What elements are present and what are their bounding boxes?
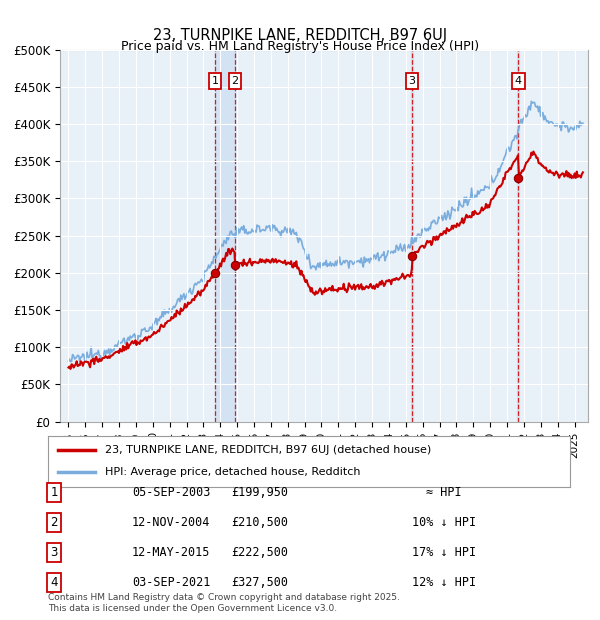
Text: 10% ↓ HPI: 10% ↓ HPI — [412, 516, 476, 529]
Bar — [215, 50, 235, 422]
Text: £222,500: £222,500 — [231, 546, 288, 559]
Text: Contains HM Land Registry data © Crown copyright and database right 2025.
This d: Contains HM Land Registry data © Crown c… — [48, 593, 400, 613]
Text: 4: 4 — [515, 76, 522, 86]
Text: 23, TURNPIKE LANE, REDDITCH, B97 6UJ (detached house): 23, TURNPIKE LANE, REDDITCH, B97 6UJ (de… — [106, 445, 431, 455]
Text: 3: 3 — [409, 76, 415, 86]
Bar — [517, 50, 519, 422]
Text: 03-SEP-2021: 03-SEP-2021 — [132, 576, 211, 588]
Text: 12% ↓ HPI: 12% ↓ HPI — [412, 576, 476, 588]
Text: 12-NOV-2004: 12-NOV-2004 — [132, 516, 211, 529]
Text: 2: 2 — [232, 76, 238, 86]
Text: 1: 1 — [50, 487, 58, 499]
Text: 1: 1 — [211, 76, 218, 86]
Text: HPI: Average price, detached house, Redditch: HPI: Average price, detached house, Redd… — [106, 467, 361, 477]
Bar — [411, 50, 413, 422]
Text: £327,500: £327,500 — [231, 576, 288, 588]
Text: 05-SEP-2003: 05-SEP-2003 — [132, 487, 211, 499]
Text: 12-MAY-2015: 12-MAY-2015 — [132, 546, 211, 559]
Text: £199,950: £199,950 — [231, 487, 288, 499]
Text: 23, TURNPIKE LANE, REDDITCH, B97 6UJ: 23, TURNPIKE LANE, REDDITCH, B97 6UJ — [153, 28, 447, 43]
Text: 17% ↓ HPI: 17% ↓ HPI — [412, 546, 476, 559]
Text: ≈ HPI: ≈ HPI — [426, 487, 462, 499]
Text: Price paid vs. HM Land Registry's House Price Index (HPI): Price paid vs. HM Land Registry's House … — [121, 40, 479, 53]
Text: £210,500: £210,500 — [231, 516, 288, 529]
Text: 3: 3 — [50, 546, 58, 559]
Text: 2: 2 — [50, 516, 58, 529]
Text: 4: 4 — [50, 576, 58, 588]
